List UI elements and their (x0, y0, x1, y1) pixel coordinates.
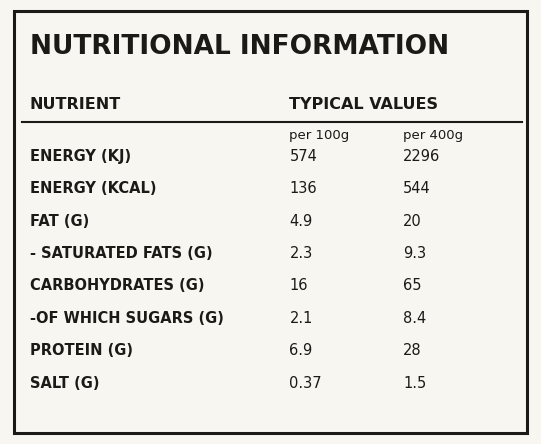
Text: PROTEIN (G): PROTEIN (G) (30, 343, 133, 358)
Text: 16: 16 (289, 278, 308, 293)
Text: -OF WHICH SUGARS (G): -OF WHICH SUGARS (G) (30, 311, 223, 326)
Text: 1.5: 1.5 (403, 376, 426, 391)
Text: per 100g: per 100g (289, 129, 349, 142)
Text: ENERGY (KJ): ENERGY (KJ) (30, 149, 131, 164)
Text: 544: 544 (403, 181, 431, 196)
Text: 2296: 2296 (403, 149, 440, 164)
Text: per 400g: per 400g (403, 129, 463, 142)
Text: 28: 28 (403, 343, 421, 358)
Text: CARBOHYDRATES (G): CARBOHYDRATES (G) (30, 278, 204, 293)
Text: 6.9: 6.9 (289, 343, 313, 358)
Text: 4.9: 4.9 (289, 214, 313, 229)
Text: 2.1: 2.1 (289, 311, 313, 326)
Text: NUTRITIONAL INFORMATION: NUTRITIONAL INFORMATION (30, 34, 449, 59)
Text: 8.4: 8.4 (403, 311, 426, 326)
Text: 65: 65 (403, 278, 421, 293)
Text: SALT (G): SALT (G) (30, 376, 99, 391)
Text: TYPICAL VALUES: TYPICAL VALUES (289, 97, 438, 112)
Text: 20: 20 (403, 214, 422, 229)
Text: - SATURATED FATS (G): - SATURATED FATS (G) (30, 246, 213, 261)
Text: FAT (G): FAT (G) (30, 214, 89, 229)
Text: 9.3: 9.3 (403, 246, 426, 261)
Text: 0.37: 0.37 (289, 376, 322, 391)
Text: NUTRIENT: NUTRIENT (30, 97, 121, 112)
Text: ENERGY (KCAL): ENERGY (KCAL) (30, 181, 156, 196)
Text: 136: 136 (289, 181, 317, 196)
Text: 2.3: 2.3 (289, 246, 313, 261)
Text: 574: 574 (289, 149, 318, 164)
